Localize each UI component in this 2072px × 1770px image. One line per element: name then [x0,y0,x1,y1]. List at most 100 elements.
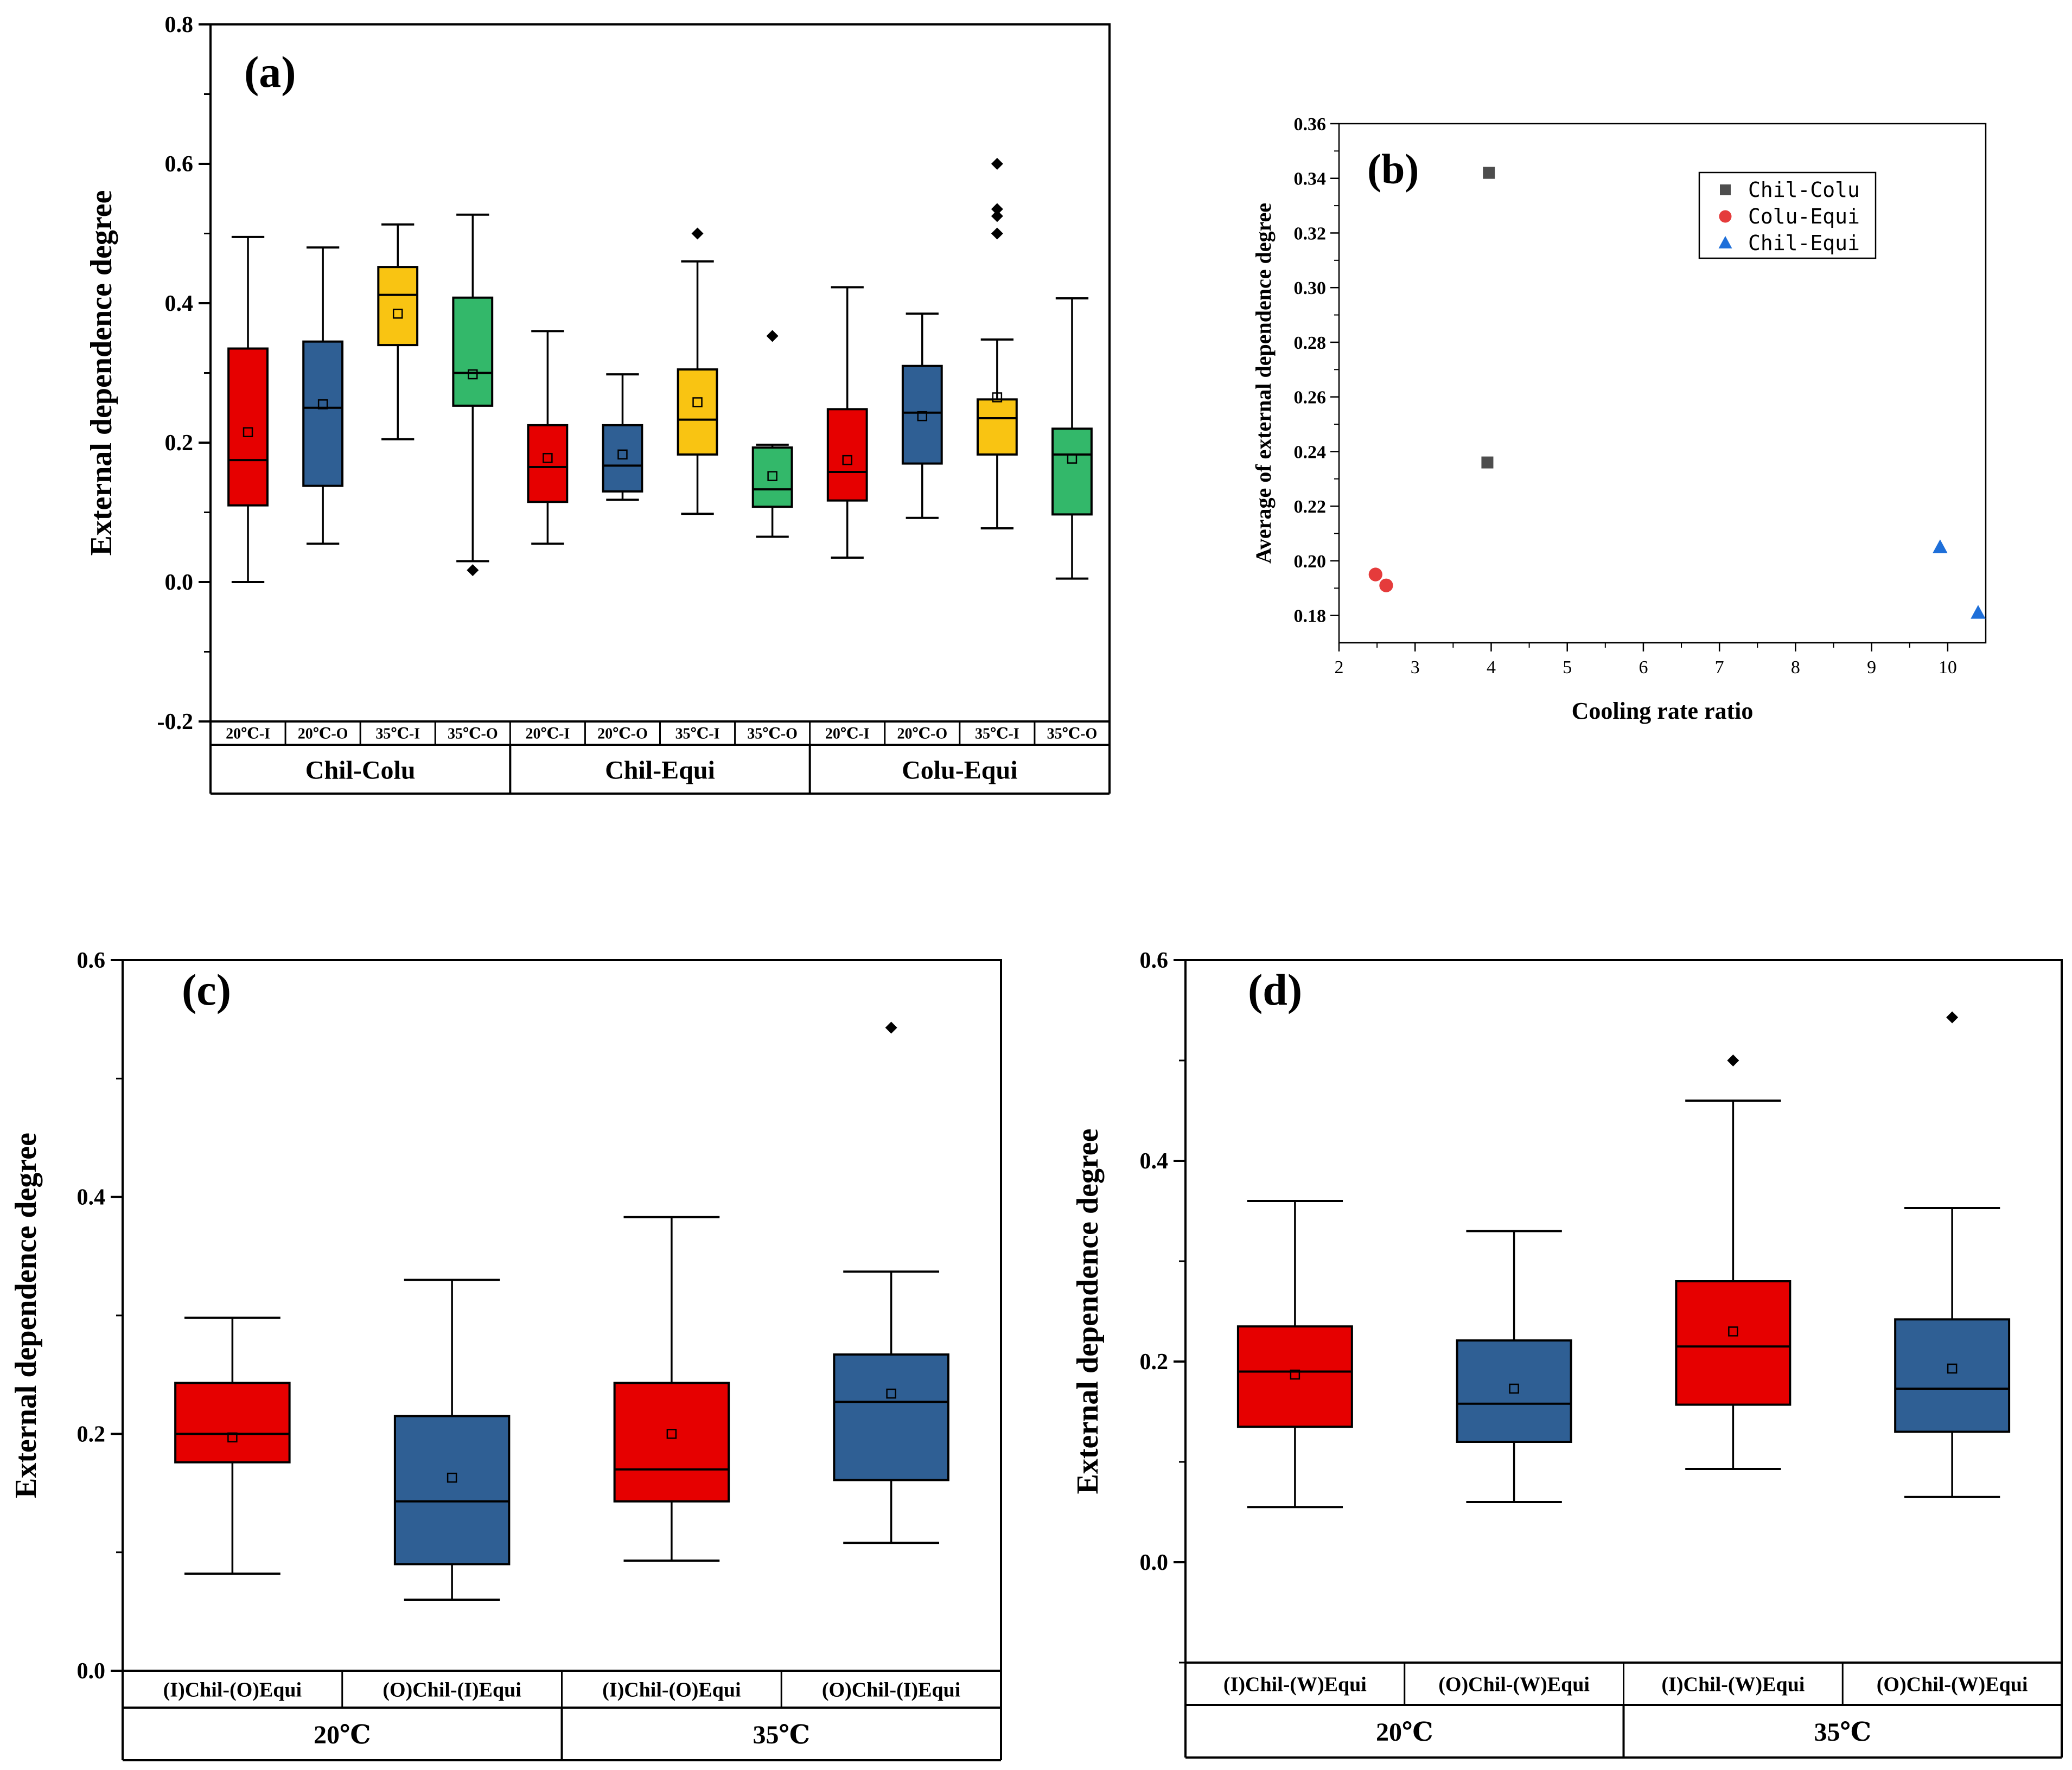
category-label: (O)Chil-(I)Equi [382,1679,521,1702]
box-plot [833,1021,949,1544]
box [227,347,269,507]
outlier-marker [1946,1011,1959,1024]
panel-label: (b) [1367,145,1419,193]
box-plot [377,223,419,440]
category-label: (O)Chil-(W)Equi [1438,1673,1590,1696]
mean-marker [992,392,1003,402]
y-tick-label: 0.4 [1140,1149,1169,1174]
panel-d: 0.0 0.2 0.4 0.6 External dependence degree (d… [1071,948,2063,1759]
group-label: 35℃ [753,1721,810,1749]
plot-frame [1338,123,1987,644]
y-axis-label: External dependence degree [1071,1129,1105,1494]
mean-marker [617,449,628,460]
mean-marker [243,427,253,437]
box [751,446,793,508]
scatter-point [1483,167,1495,179]
box [1051,427,1093,516]
x-axis-label: Cooling rate ratio [1572,698,1754,724]
box-plot [613,1216,730,1562]
mean-marker [666,1429,677,1439]
mean-marker [1290,1369,1300,1380]
box-plot [901,312,943,519]
box-plot [174,1317,291,1575]
box [613,1382,730,1503]
mean-marker [317,399,328,410]
category-label: 20℃-O [298,726,348,743]
mean-marker [543,453,553,463]
mean-marker [468,369,478,380]
box [527,424,569,503]
box [1675,1280,1792,1406]
mean-marker [886,1388,896,1399]
outlier-marker [991,227,1003,240]
scatter-point [1933,539,1948,553]
panel-c: 0.0 0.2 0.4 0.6 External dependence degree (c… [9,948,1002,1761]
y-tick-label: 0.36 [1294,114,1327,135]
box [377,266,419,347]
x-tick-label: 3 [1411,657,1420,678]
group-label: 35℃ [1814,1718,1871,1747]
scatter-point [1481,456,1494,469]
box [1894,1318,2011,1433]
x-tick-label: 4 [1487,657,1496,678]
y-tick-label: 0.18 [1294,606,1327,627]
y-tick-label: 0.22 [1294,497,1327,517]
box-plot [452,213,494,577]
y-tick-label: 0.4 [165,291,194,316]
group-label: 20℃ [1376,1718,1433,1747]
x-tick-label: 7 [1715,657,1724,678]
panel-b: 2 3 4 5 6 7 8 9 10 0.18 0.20 0.22 0.24 0.26 0.28 0.30 0.… [1251,114,1987,724]
category-label: 20℃-I [226,726,270,743]
box-plot [227,235,269,583]
mean-marker [1947,1363,1958,1374]
mean-marker [1509,1383,1519,1394]
box [833,1353,949,1481]
mean-marker [227,1432,238,1443]
outlier-marker [991,210,1003,222]
y-axis-label: External dependence degree [85,190,118,556]
mean-marker [1728,1326,1738,1337]
y-tick-label: -0.2 [157,710,194,734]
legend-entry: Chil-Colu [1748,178,1860,202]
panel-label: (c) [182,965,231,1014]
outlier-marker [885,1021,897,1034]
group-label: Chil-Colu [305,756,416,784]
plot-frame [209,23,1111,723]
outlier-marker [991,158,1003,170]
outlier-marker [991,203,1003,215]
group-label: Colu-Equi [902,756,1017,784]
box [976,398,1018,456]
y-tick-label: 0.2 [77,1422,106,1447]
x-tick-label: 9 [1867,657,1876,678]
y-tick-label: 0.28 [1294,333,1327,353]
category-label: (O)Chil-(W)Equi [1877,1673,2028,1696]
box-plot [1675,1055,1792,1470]
scatter-point [1368,567,1382,582]
box [393,1415,511,1565]
box [1236,1325,1353,1428]
box [174,1382,291,1464]
y-tick-label: 0.2 [1140,1350,1169,1375]
category-label: 35℃-I [675,726,720,743]
legend-entry: Chil-Equi [1748,231,1860,255]
y-tick-label: 0.6 [1140,948,1169,973]
y-axis-label: External dependence degree [9,1133,43,1498]
scatter-series [1933,539,1986,619]
category-label: 20℃-I [825,726,870,743]
outlier-marker [766,330,779,342]
legend: Chil-Colu Colu-Equi Chil-Equi [1698,171,1877,259]
x-tick-label: 6 [1639,657,1648,678]
box [452,296,494,407]
category-label: 20℃-I [525,726,570,743]
y-tick-label: 0.0 [77,1659,106,1684]
y-tick-label: 0.34 [1294,169,1327,189]
box-plot [602,373,643,501]
category-label: (I)Chil-(W)Equi [1661,1673,1805,1696]
y-tick-label: 0.24 [1294,442,1327,462]
category-label: (I)Chil-(W)Equi [1223,1673,1367,1696]
panel-label: (d) [1248,965,1302,1014]
scatter-series [1368,567,1393,592]
category-label: 20℃-O [897,726,947,743]
x-tick-label: 2 [1335,657,1344,678]
plot-frame [122,959,1002,1672]
